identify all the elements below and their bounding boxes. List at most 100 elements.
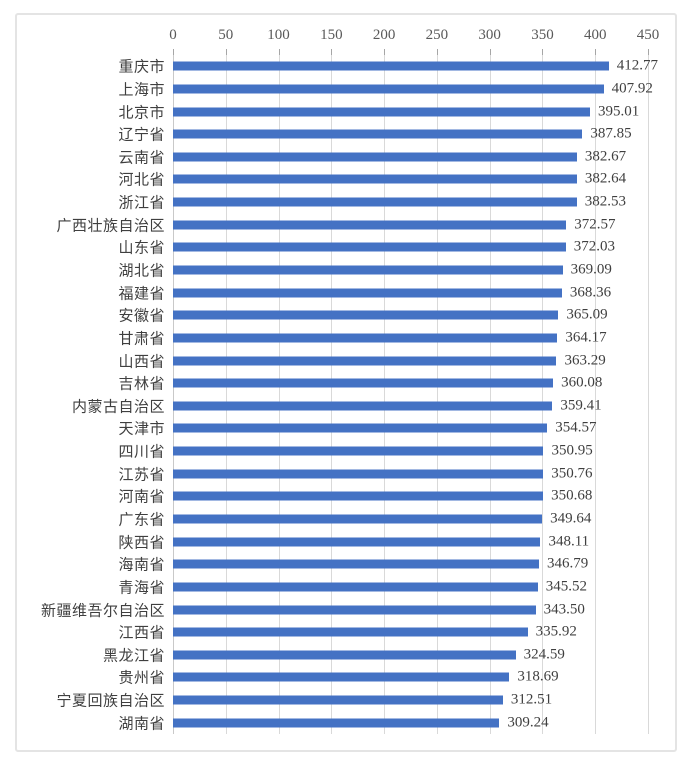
category-label: 河北省	[118, 172, 165, 189]
x-axis-tick-label: 450	[636, 27, 660, 43]
bar-row: 云南省 382.67	[118, 146, 648, 169]
value-label: 324.59	[523, 646, 565, 663]
gridline	[436, 55, 438, 734]
bar-row: 安徽省 365.09	[118, 304, 648, 327]
bar	[173, 310, 559, 320]
value-label: 335.92	[535, 623, 577, 640]
value-label: 359.41	[560, 397, 602, 414]
value-label: 407.92	[611, 80, 653, 97]
value-label: 348.11	[548, 533, 590, 550]
value-label: 363.29	[564, 352, 606, 369]
bar-row: 山东省 372.03	[118, 236, 648, 259]
value-label: 354.57	[555, 419, 597, 436]
bar	[173, 605, 536, 614]
value-label: 382.64	[584, 170, 627, 187]
bar	[173, 491, 544, 501]
x-axis-tick-label: 0	[169, 27, 177, 43]
category-label: 山东省	[118, 240, 165, 257]
gridline	[278, 55, 280, 734]
bar	[173, 288, 562, 298]
bar	[173, 718, 500, 728]
bar-row: 四川省 350.95	[118, 440, 648, 463]
axis-tick-mark	[173, 49, 174, 55]
bar	[173, 61, 609, 71]
category-label: 内蒙古自治区	[71, 399, 165, 416]
bar	[173, 84, 604, 94]
axis-tick-mark	[436, 49, 438, 55]
gridline	[384, 55, 386, 734]
category-label: 黑龙江省	[102, 648, 165, 665]
category-label: 吉林省	[118, 376, 165, 393]
bar	[173, 129, 583, 139]
category-label: 辽宁省	[118, 127, 165, 144]
value-label: 318.69	[517, 668, 559, 685]
bar-row: 福建省 368.36	[118, 281, 648, 304]
bar	[173, 423, 548, 433]
bar-row: 贵州省 318.69	[118, 666, 648, 689]
bar-row: 辽宁省 387.85	[118, 123, 648, 146]
bar	[173, 469, 544, 479]
value-label: 350.68	[551, 487, 593, 504]
category-label: 河南省	[118, 489, 165, 506]
category-label: 湖北省	[118, 263, 165, 280]
bar	[173, 401, 553, 411]
bar-row: 上海市 407.92	[118, 78, 652, 101]
bar	[173, 695, 503, 705]
category-label: 广东省	[118, 512, 165, 529]
bar	[173, 378, 554, 388]
bar	[173, 582, 538, 592]
bar-row: 重庆市 412.77	[118, 55, 657, 78]
gridline	[331, 55, 333, 734]
bar-row: 河北省 382.64	[118, 168, 648, 191]
category-label: 江西省	[118, 625, 165, 642]
value-label: 350.76	[551, 465, 593, 482]
bar-row: 新疆维吾尔自治区 343.50	[41, 598, 648, 621]
bar-row: 海南省 346.79	[118, 553, 648, 576]
x-axis-tick-label: 350	[531, 27, 554, 43]
value-label: 345.52	[545, 578, 587, 595]
bar	[173, 174, 577, 184]
bar	[173, 333, 558, 343]
bar	[173, 107, 590, 117]
bar-row: 黑龙江省 324.59	[103, 643, 648, 666]
x-axis-tick-label: 150	[320, 27, 343, 43]
category-label: 北京市	[118, 105, 165, 122]
category-label: 福建省	[118, 286, 165, 303]
x-axis-tick-label: 50	[218, 27, 234, 43]
value-label: 349.64	[550, 510, 592, 527]
bar	[173, 514, 543, 524]
gridline	[489, 55, 491, 734]
bar	[173, 627, 528, 637]
bar-row: 宁夏回族自治区 312.51	[56, 689, 648, 712]
axis-tick-mark	[489, 49, 491, 55]
bar	[173, 672, 510, 682]
bar	[173, 220, 567, 230]
category-label: 上海市	[118, 82, 165, 99]
value-label: 395.01	[597, 103, 640, 120]
value-label: 382.67	[584, 148, 627, 165]
value-label: 372.03	[573, 238, 615, 255]
category-label: 陕西省	[118, 535, 165, 552]
axis-tick-mark	[278, 49, 280, 55]
y-axis-line	[173, 55, 174, 734]
bar	[173, 650, 516, 660]
bar-row: 湖北省 369.09	[118, 259, 648, 282]
category-label: 山西省	[118, 354, 165, 371]
axis-tick-mark	[648, 49, 649, 55]
category-label: 安徽省	[118, 308, 165, 325]
value-label: 365.09	[566, 306, 608, 323]
value-label: 350.95	[551, 442, 593, 459]
bar-row: 吉林省 360.08	[118, 372, 648, 395]
bar-row: 北京市 395.01	[118, 100, 648, 123]
category-label: 新疆维吾尔自治区	[40, 603, 165, 619]
value-label: 369.09	[570, 261, 612, 278]
x-axis-tick-label: 200	[372, 27, 396, 43]
category-label: 贵州省	[118, 670, 165, 687]
axis-tick-mark	[225, 49, 227, 55]
bar-row: 浙江省 382.53	[118, 191, 648, 214]
x-axis-tick-label: 300	[478, 27, 501, 43]
gridline	[648, 55, 649, 734]
category-label: 湖南省	[118, 716, 165, 733]
gridline	[225, 55, 227, 734]
